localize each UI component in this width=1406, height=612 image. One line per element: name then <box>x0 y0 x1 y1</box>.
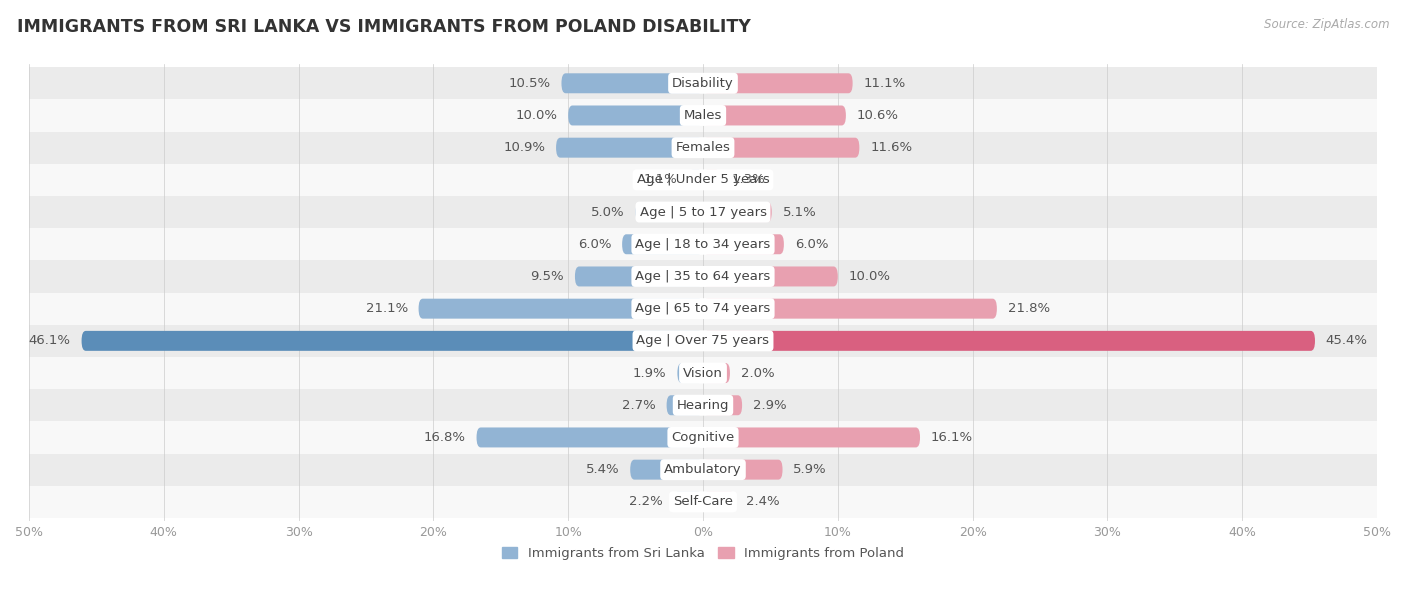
Text: 1.9%: 1.9% <box>633 367 666 379</box>
Bar <box>30 389 1376 421</box>
FancyBboxPatch shape <box>419 299 703 319</box>
Text: 5.4%: 5.4% <box>586 463 620 476</box>
Text: Vision: Vision <box>683 367 723 379</box>
Text: Age | Under 5 years: Age | Under 5 years <box>637 173 769 187</box>
Text: Hearing: Hearing <box>676 399 730 412</box>
Text: Age | Over 75 years: Age | Over 75 years <box>637 334 769 348</box>
FancyBboxPatch shape <box>703 138 859 158</box>
Text: 5.9%: 5.9% <box>793 463 827 476</box>
Text: Source: ZipAtlas.com: Source: ZipAtlas.com <box>1264 18 1389 31</box>
Bar <box>30 293 1376 325</box>
Bar <box>30 453 1376 486</box>
FancyBboxPatch shape <box>636 202 703 222</box>
Bar <box>30 196 1376 228</box>
FancyBboxPatch shape <box>555 138 703 158</box>
FancyBboxPatch shape <box>666 395 703 415</box>
FancyBboxPatch shape <box>703 234 785 254</box>
Text: 16.8%: 16.8% <box>423 431 465 444</box>
Text: 1.1%: 1.1% <box>644 173 678 187</box>
Bar <box>30 67 1376 99</box>
Text: Age | 5 to 17 years: Age | 5 to 17 years <box>640 206 766 218</box>
FancyBboxPatch shape <box>688 170 703 190</box>
Text: Disability: Disability <box>672 76 734 90</box>
Bar <box>30 486 1376 518</box>
FancyBboxPatch shape <box>703 460 783 480</box>
Text: 2.4%: 2.4% <box>747 495 780 509</box>
Text: 10.5%: 10.5% <box>509 76 551 90</box>
Bar <box>30 357 1376 389</box>
Text: 10.0%: 10.0% <box>516 109 557 122</box>
Text: 2.7%: 2.7% <box>621 399 655 412</box>
FancyBboxPatch shape <box>678 363 703 383</box>
FancyBboxPatch shape <box>703 363 730 383</box>
Text: Cognitive: Cognitive <box>672 431 734 444</box>
Bar <box>30 132 1376 164</box>
Text: 11.1%: 11.1% <box>863 76 905 90</box>
Text: 5.0%: 5.0% <box>591 206 624 218</box>
Bar <box>30 325 1376 357</box>
Text: Males: Males <box>683 109 723 122</box>
Text: 16.1%: 16.1% <box>931 431 973 444</box>
Text: Age | 18 to 34 years: Age | 18 to 34 years <box>636 238 770 251</box>
Bar <box>30 228 1376 260</box>
FancyBboxPatch shape <box>703 331 1315 351</box>
Text: 5.1%: 5.1% <box>783 206 817 218</box>
Text: 1.3%: 1.3% <box>731 173 765 187</box>
FancyBboxPatch shape <box>703 266 838 286</box>
Text: Females: Females <box>675 141 731 154</box>
Text: 21.8%: 21.8% <box>1008 302 1050 315</box>
FancyBboxPatch shape <box>477 427 703 447</box>
Text: IMMIGRANTS FROM SRI LANKA VS IMMIGRANTS FROM POLAND DISABILITY: IMMIGRANTS FROM SRI LANKA VS IMMIGRANTS … <box>17 18 751 36</box>
Bar <box>30 260 1376 293</box>
FancyBboxPatch shape <box>703 105 846 125</box>
Text: 45.4%: 45.4% <box>1326 334 1368 348</box>
FancyBboxPatch shape <box>703 170 720 190</box>
Text: 10.9%: 10.9% <box>503 141 546 154</box>
FancyBboxPatch shape <box>703 395 742 415</box>
Text: 11.6%: 11.6% <box>870 141 912 154</box>
FancyBboxPatch shape <box>621 234 703 254</box>
FancyBboxPatch shape <box>703 492 735 512</box>
FancyBboxPatch shape <box>673 492 703 512</box>
Text: 2.0%: 2.0% <box>741 367 775 379</box>
FancyBboxPatch shape <box>703 299 997 319</box>
FancyBboxPatch shape <box>82 331 703 351</box>
FancyBboxPatch shape <box>703 427 920 447</box>
Bar <box>30 164 1376 196</box>
Text: 2.9%: 2.9% <box>752 399 786 412</box>
Text: 10.0%: 10.0% <box>849 270 890 283</box>
Text: 10.6%: 10.6% <box>856 109 898 122</box>
FancyBboxPatch shape <box>703 202 772 222</box>
Text: Age | 65 to 74 years: Age | 65 to 74 years <box>636 302 770 315</box>
Text: 2.2%: 2.2% <box>628 495 662 509</box>
Text: Ambulatory: Ambulatory <box>664 463 742 476</box>
FancyBboxPatch shape <box>630 460 703 480</box>
Text: 6.0%: 6.0% <box>578 238 612 251</box>
Bar <box>30 99 1376 132</box>
Text: Age | 35 to 64 years: Age | 35 to 64 years <box>636 270 770 283</box>
Bar <box>30 421 1376 453</box>
FancyBboxPatch shape <box>561 73 703 93</box>
FancyBboxPatch shape <box>568 105 703 125</box>
Text: 21.1%: 21.1% <box>366 302 408 315</box>
FancyBboxPatch shape <box>703 73 852 93</box>
Text: Self-Care: Self-Care <box>673 495 733 509</box>
Text: 6.0%: 6.0% <box>794 238 828 251</box>
Text: 46.1%: 46.1% <box>28 334 70 348</box>
Text: 9.5%: 9.5% <box>530 270 564 283</box>
Legend: Immigrants from Sri Lanka, Immigrants from Poland: Immigrants from Sri Lanka, Immigrants fr… <box>496 541 910 565</box>
FancyBboxPatch shape <box>575 266 703 286</box>
